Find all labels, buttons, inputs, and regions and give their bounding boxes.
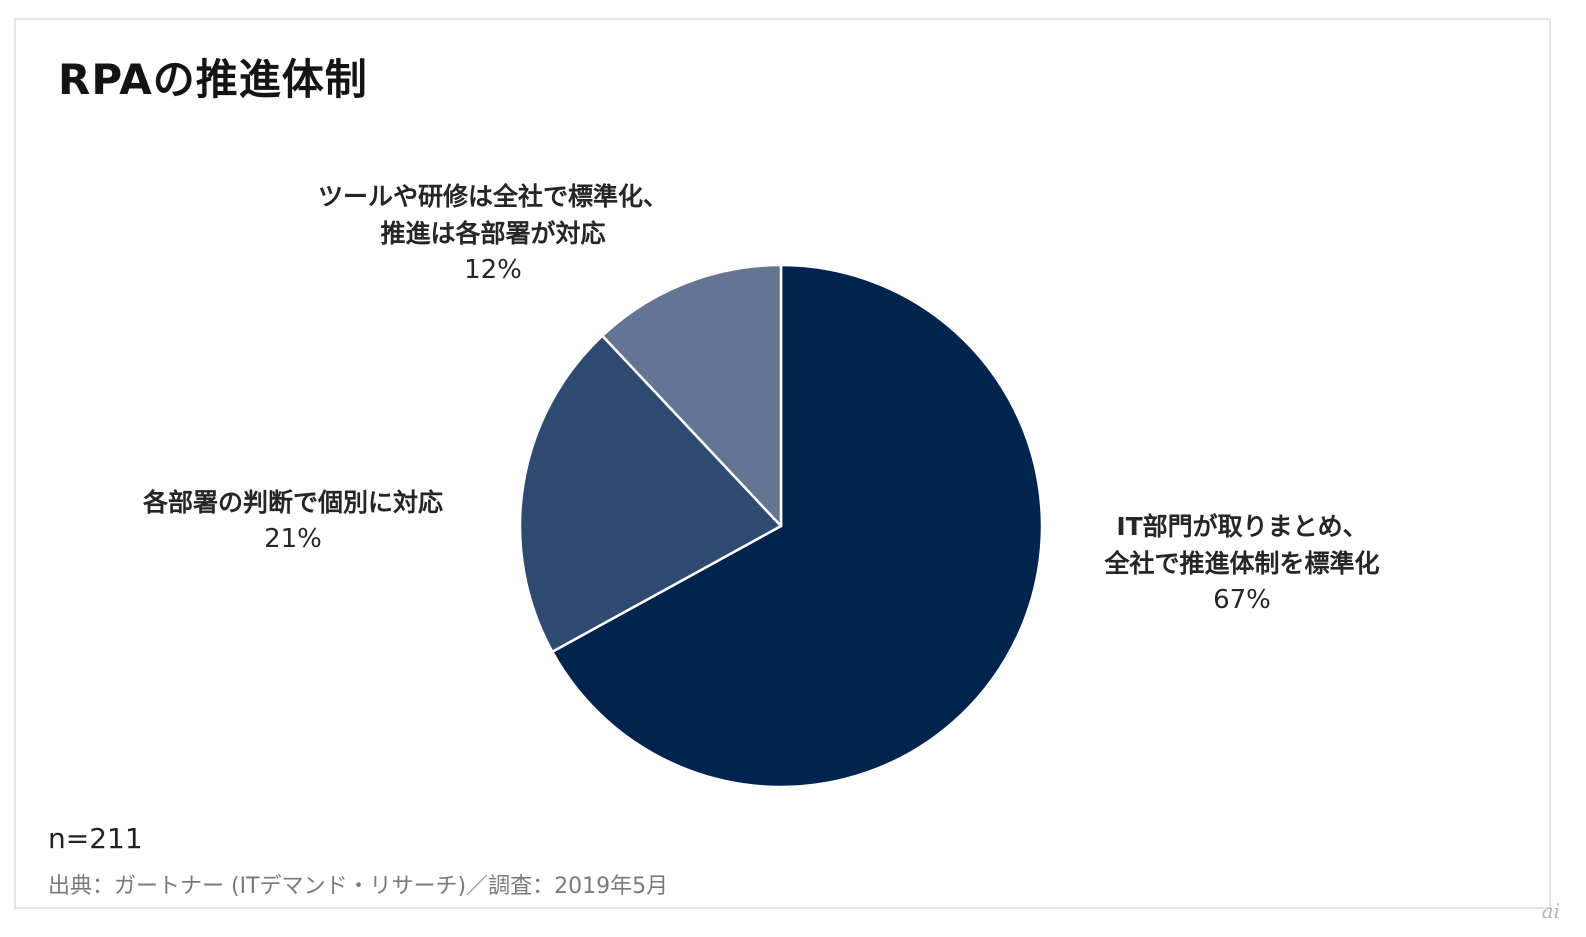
slice-label-line: 各部署の判断で個別に対応 bbox=[142, 488, 444, 517]
slice-label-each-department: 各部署の判断で個別に対応 21% bbox=[143, 484, 443, 558]
slice-value-label: 21% bbox=[264, 524, 322, 554]
slice-value-label: 67% bbox=[1213, 585, 1271, 615]
slice-label-line: IT部門が取りまとめ、 bbox=[1116, 512, 1368, 541]
pie-slice-it-department bbox=[551, 263, 1044, 789]
chart-title: RPAの推進体制 bbox=[58, 55, 368, 104]
slice-label-tools-standardized: ツールや研修は全社で標準化、 推進は各部署が対応 12% bbox=[318, 178, 668, 289]
slice-label-line: ツールや研修は全社で標準化、 bbox=[317, 182, 669, 211]
sample-size-label: n=211 bbox=[48, 822, 143, 855]
source-note: 出典：ガートナー (ITデマンド・リサーチ)／調査：2019年5月 bbox=[48, 874, 669, 899]
slice-label-line: 推進は各部署が対応 bbox=[380, 219, 606, 248]
pie-slice-each-department bbox=[518, 334, 783, 653]
slice-label-it-department: IT部門が取りまとめ、 全社で推進体制を標準化 67% bbox=[1104, 508, 1379, 619]
pie-slice-tools-standardized bbox=[601, 263, 783, 528]
slice-value-label: 12% bbox=[464, 255, 522, 285]
slice-label-line: 全社で推進体制を標準化 bbox=[1104, 549, 1380, 578]
watermark-logo: ai bbox=[1541, 899, 1560, 923]
pie-slices bbox=[518, 263, 1044, 789]
